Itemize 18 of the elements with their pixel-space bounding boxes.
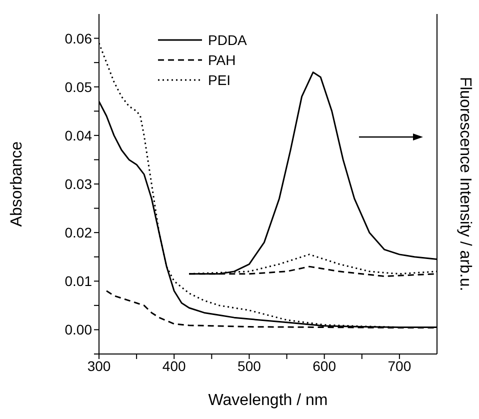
- x-tick-label: 600: [312, 358, 336, 374]
- x-tick-label: 700: [388, 358, 412, 374]
- y-tick-label: 0.06: [64, 30, 92, 46]
- y-tick-label: 0.04: [64, 127, 92, 144]
- x-tick-label: 300: [87, 358, 111, 374]
- y-axis-title: Absorbance: [8, 141, 26, 227]
- x-axis-title: Wavelength / nm: [208, 392, 328, 409]
- x-tick-label: 500: [238, 358, 262, 374]
- y-tick-label: 0.03: [64, 176, 92, 192]
- y-tick-label: 0.02: [64, 224, 92, 241]
- x-tick-label: 400: [162, 358, 186, 374]
- legend-label: PDDA: [208, 32, 247, 48]
- text: 0.00: [64, 322, 92, 338]
- y2-axis-title: Fluorescence Intensity / arb.u.: [456, 76, 474, 292]
- legend-label: PEI: [208, 72, 231, 88]
- legend-label: PAH: [208, 52, 236, 68]
- y-tick-label: 0.01: [64, 273, 92, 290]
- y-tick-label: 0.05: [64, 78, 92, 95]
